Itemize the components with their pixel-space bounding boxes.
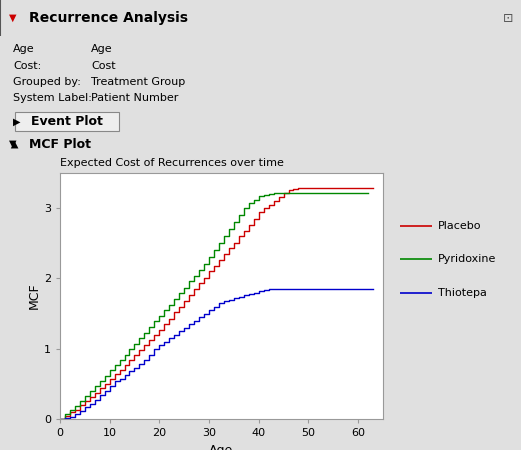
Text: System Label:: System Label: bbox=[13, 93, 92, 104]
Text: Cost: Cost bbox=[91, 61, 116, 71]
Text: Cost:: Cost: bbox=[13, 61, 41, 71]
Text: Pyridoxine: Pyridoxine bbox=[438, 254, 497, 264]
Text: Age: Age bbox=[91, 45, 113, 54]
Text: Event Plot: Event Plot bbox=[31, 115, 103, 128]
Text: Age: Age bbox=[13, 45, 35, 54]
FancyBboxPatch shape bbox=[15, 112, 119, 131]
Text: ▼: ▼ bbox=[9, 13, 17, 23]
Text: ▼: ▼ bbox=[9, 139, 17, 149]
Text: ◀: ◀ bbox=[9, 140, 19, 148]
Text: ▶: ▶ bbox=[13, 117, 20, 126]
Text: Treatment Group: Treatment Group bbox=[91, 77, 185, 87]
Text: ⊡: ⊡ bbox=[503, 12, 513, 24]
Text: Recurrence Analysis: Recurrence Analysis bbox=[29, 11, 188, 25]
Text: Expected Cost of Recurrences over time: Expected Cost of Recurrences over time bbox=[60, 158, 284, 168]
Text: Grouped by:: Grouped by: bbox=[13, 77, 81, 87]
Text: Patient Number: Patient Number bbox=[91, 93, 179, 104]
Text: MCF Plot: MCF Plot bbox=[29, 138, 91, 150]
X-axis label: Age: Age bbox=[209, 444, 233, 450]
Text: Placebo: Placebo bbox=[438, 220, 481, 230]
Y-axis label: MCF: MCF bbox=[28, 283, 41, 310]
Text: Thiotepa: Thiotepa bbox=[438, 288, 487, 298]
